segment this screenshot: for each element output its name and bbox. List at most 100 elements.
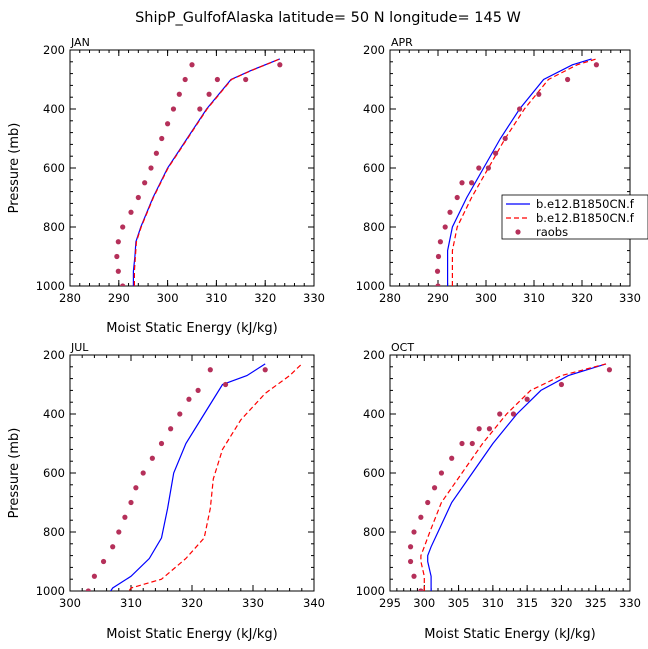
x-tick-label: 290: [427, 291, 449, 305]
y-tick-label: 400: [363, 407, 385, 421]
raobs-point: [122, 514, 128, 520]
raobs-point: [536, 91, 542, 97]
x-tick-label: 320: [181, 596, 203, 610]
raobs-point: [115, 239, 121, 245]
x-tick-label: 325: [585, 596, 607, 610]
raobs-point: [431, 485, 438, 491]
raobs-point: [459, 180, 465, 186]
raobs-point: [243, 76, 249, 83]
y-tick-label: 1000: [36, 584, 65, 598]
panel-apr: 280 290 300 310 320 330 200 400 600 800 1000 APR: [356, 36, 641, 305]
raobs-point: [128, 499, 134, 506]
raobs-point: [449, 455, 455, 461]
raobs-point: [277, 62, 283, 68]
raobs-point: [497, 411, 503, 417]
legend-box: [501, 194, 648, 240]
raobs-point: [510, 411, 517, 417]
raobs-point: [165, 121, 171, 127]
raobs-point: [435, 253, 442, 260]
raobs-point: [606, 367, 613, 373]
panel-jul: 300 310 320 330 340 200 400 600 800 1000 JUL Moist …: [7, 341, 325, 642]
panel-title: JAN: [70, 36, 90, 49]
x-tick-label: 300: [413, 596, 435, 610]
raobs-point: [148, 165, 154, 171]
raobs-point: [476, 165, 482, 171]
raobs-point: [149, 455, 155, 461]
raobs-point: [115, 268, 121, 274]
panel-title: OCT: [391, 341, 414, 354]
legend-label: b.e12.B1850CN.f: [536, 197, 635, 211]
x-tick-label: 300: [157, 291, 179, 305]
raobs-point: [425, 499, 431, 506]
legend-label: b.e12.B1850CN.f: [536, 211, 635, 225]
panel-jan: 280 290 300 310 320 330 200 400 600 800 1000 JAN Moi…: [7, 36, 325, 336]
plot-frame: [389, 354, 631, 592]
x-tick-label: 330: [619, 596, 641, 610]
x-tick-label: 340: [303, 596, 325, 610]
y-tick-label: 800: [43, 220, 65, 234]
raobs-point: [438, 470, 445, 476]
series-group: [407, 363, 613, 591]
x-tick-label: 330: [303, 291, 325, 305]
x-tick-label: 280: [59, 291, 81, 305]
x-tick-label: 330: [242, 596, 264, 610]
raobs-point: [100, 558, 107, 565]
raobs-point: [214, 76, 220, 83]
y-axis-label: Pressure (mb): [7, 428, 22, 519]
y-tick-label: 200: [43, 43, 65, 57]
x-tick-label: 310: [482, 596, 504, 610]
raobs-point: [435, 283, 441, 286]
raobs-point: [189, 62, 195, 68]
y-tick-label: 800: [363, 220, 385, 234]
raobs-point: [411, 573, 417, 579]
raobs-point: [411, 529, 417, 535]
raobs-point: [407, 558, 414, 565]
raobs-point: [195, 387, 201, 393]
x-tick-label: 295: [379, 596, 401, 610]
raobs-point: [517, 106, 523, 112]
x-tick-label: 310: [205, 291, 227, 305]
x-tick-label: 310: [120, 596, 142, 610]
y-tick-label: 800: [363, 525, 385, 539]
panel-title: APR: [391, 36, 413, 49]
y-axis-label: Pressure (mb): [7, 123, 22, 214]
raobs-point: [116, 529, 122, 535]
x-tick-label: 315: [516, 596, 538, 610]
raobs-point: [565, 76, 571, 83]
x-tick-label: 305: [448, 596, 470, 610]
raobs-point: [120, 224, 126, 230]
raobs-point: [142, 180, 148, 186]
y-tick-label: 600: [43, 466, 65, 480]
raobs-point: [206, 91, 212, 97]
series-line-dashed: [133, 58, 281, 286]
raobs-point: [182, 76, 188, 83]
series-line-dashed: [128, 363, 303, 591]
panel-title: JUL: [70, 341, 89, 354]
y-tick-label: 400: [363, 102, 385, 116]
x-tick-label: 320: [571, 291, 593, 305]
series-line-dashed: [451, 58, 597, 286]
raobs-point: [434, 268, 441, 274]
y-tick-label: 200: [363, 348, 385, 362]
y-tick-label: 200: [363, 43, 385, 57]
x-tick-label: 300: [59, 596, 81, 610]
series-group: [434, 58, 600, 286]
raobs-point: [262, 367, 268, 373]
raobs-point: [114, 253, 120, 260]
x-tick-label: 300: [475, 291, 497, 305]
x-tick-label: 320: [254, 291, 276, 305]
legend-marker: [515, 229, 521, 235]
raobs-point: [170, 106, 177, 112]
series-line-solid: [132, 58, 281, 286]
plot-frame: [389, 49, 631, 287]
raobs-point: [476, 426, 482, 432]
raobs-point: [447, 209, 453, 215]
raobs-point: [128, 209, 134, 215]
y-tick-label: 1000: [36, 279, 65, 293]
raobs-point: [593, 62, 600, 68]
raobs-point: [85, 588, 91, 591]
raobs-point: [493, 150, 499, 156]
raobs-point: [140, 470, 146, 476]
panel-oct: 295 300 305 310 315 320 325 330 200 400 600 800 1000…: [356, 341, 641, 642]
